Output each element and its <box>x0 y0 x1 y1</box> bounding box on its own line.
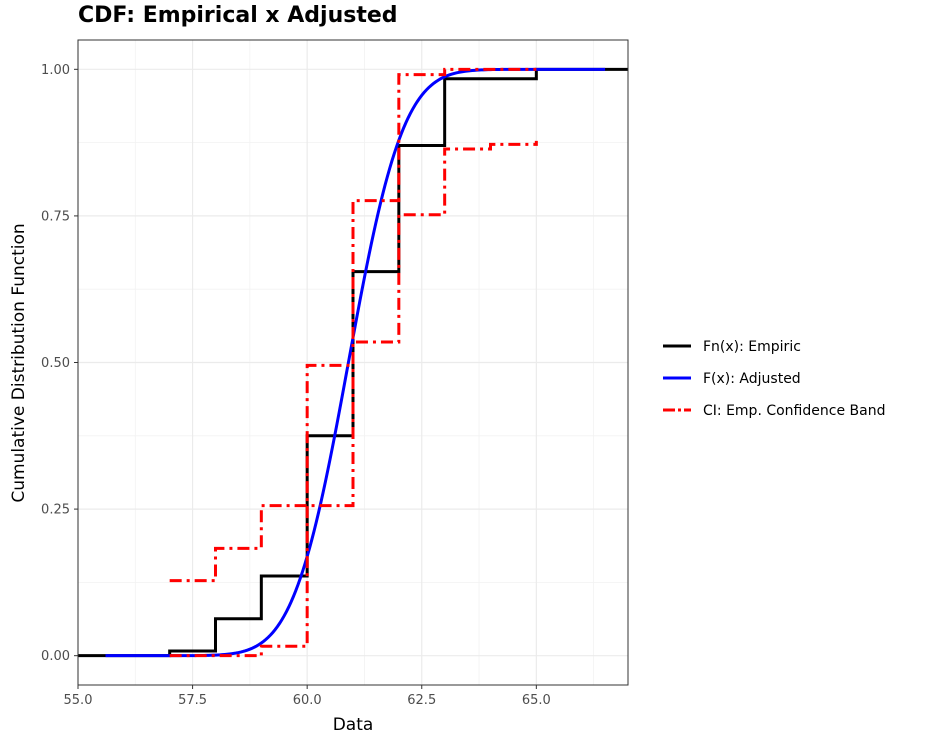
series-empirical-line <box>78 67 628 658</box>
series-ci-upper-line <box>169 67 537 583</box>
y-tick-label: 1.00 <box>41 63 70 78</box>
legend-item: CI: Emp. Confidence Band <box>663 403 885 419</box>
x-axis-title: Data <box>333 715 374 735</box>
plot-area <box>78 67 628 658</box>
legend-item: Fn(x): Empiric <box>663 339 801 355</box>
legend-label: Fn(x): Empiric <box>703 339 801 355</box>
y-tick-label: 0.75 <box>41 209 70 224</box>
y-tick-label: 0.25 <box>41 503 70 518</box>
x-tick-label: 65.0 <box>522 693 551 708</box>
y-tick-label: 0.00 <box>41 649 70 664</box>
legend-label: F(x): Adjusted <box>703 371 801 387</box>
x-tick-label: 57.5 <box>178 693 207 708</box>
x-tick-label: 62.5 <box>407 693 436 708</box>
x-tick-label: 55.0 <box>64 693 93 708</box>
x-tick-label: 60.0 <box>293 693 322 708</box>
axis-ticks: 55.0 57.5 60.0 62.5 65.0 0.00 0.25 0.50 0.75 1.00 <box>41 63 551 708</box>
y-axis-title: Cumulative Distribution Function <box>9 223 29 502</box>
chart-title: CDF: Empirical x Adjusted <box>78 3 398 28</box>
legend-item: F(x): Adjusted <box>663 371 801 387</box>
legend-label: CI: Emp. Confidence Band <box>703 403 885 419</box>
y-tick-label: 0.50 <box>41 356 70 371</box>
legend: Fn(x): Empiric F(x): Adjusted CI: Emp. Con… <box>663 339 885 419</box>
series-ci-lower-line <box>169 140 538 658</box>
